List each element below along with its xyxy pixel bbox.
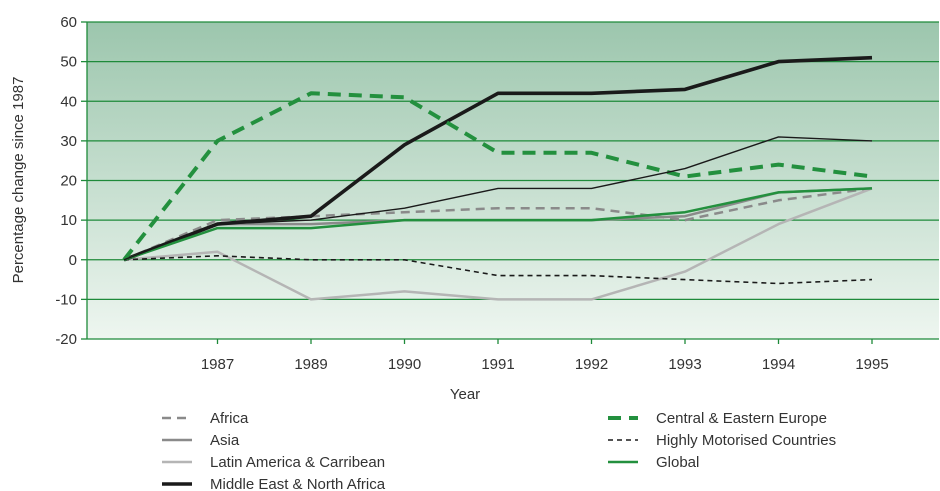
x-tick-label: 1993 xyxy=(668,356,701,373)
series-line-middle-east-north-africa xyxy=(123,55,873,262)
legend-label-central-eastern-europe: Central & Eastern Europe xyxy=(656,410,827,427)
y-tick-label: 50 xyxy=(60,54,77,71)
series-lines xyxy=(122,55,873,301)
y-tick-label: 20 xyxy=(60,173,77,190)
axes xyxy=(81,21,939,344)
y-tick-label: -20 xyxy=(55,331,77,348)
series-line-latin-america-carribean xyxy=(123,187,873,301)
legend-label-latin-america-carribean: Latin America & Carribean xyxy=(210,454,385,471)
x-axis-title: Year xyxy=(450,386,480,403)
legend-label-global: Global xyxy=(656,454,699,471)
y-tick-label: 30 xyxy=(60,133,77,150)
y-tick-label: 40 xyxy=(60,93,77,110)
legend: Africa Asia Latin America & Carribean Middl… xyxy=(162,410,836,491)
tick-labels: 60 50 40 30 20 10 0 -10 -20 1987 1989 1990 1991 1992 1… xyxy=(55,14,888,373)
legend-label-asia: Asia xyxy=(210,432,240,449)
x-tick-label: 1991 xyxy=(481,356,514,373)
y-tick-label: 0 xyxy=(69,252,77,269)
legend-label-africa: Africa xyxy=(210,410,249,427)
x-tick-label: 1992 xyxy=(575,356,608,373)
x-tick-label: 1989 xyxy=(294,356,327,373)
y-tick-label: -10 xyxy=(55,291,77,308)
x-tick-label: 1994 xyxy=(762,356,795,373)
y-tick-label: 60 xyxy=(60,14,77,31)
x-tick-label: 1987 xyxy=(201,356,234,373)
series-line-unlabelled xyxy=(123,136,873,261)
x-tick-label: 1990 xyxy=(388,356,421,373)
y-axis-title: Percentage change since 1987 xyxy=(10,77,27,284)
legend-label-highly-motorised-countries: Highly Motorised Countries xyxy=(656,432,836,449)
x-tick-label: 1995 xyxy=(855,356,888,373)
series-line-global xyxy=(123,187,873,261)
series-line-highly-motorised-countries xyxy=(123,255,873,285)
legend-label-middle-east-north-africa: Middle East & North Africa xyxy=(210,476,386,491)
series-line-africa xyxy=(123,187,873,261)
y-tick-label: 10 xyxy=(60,212,77,229)
